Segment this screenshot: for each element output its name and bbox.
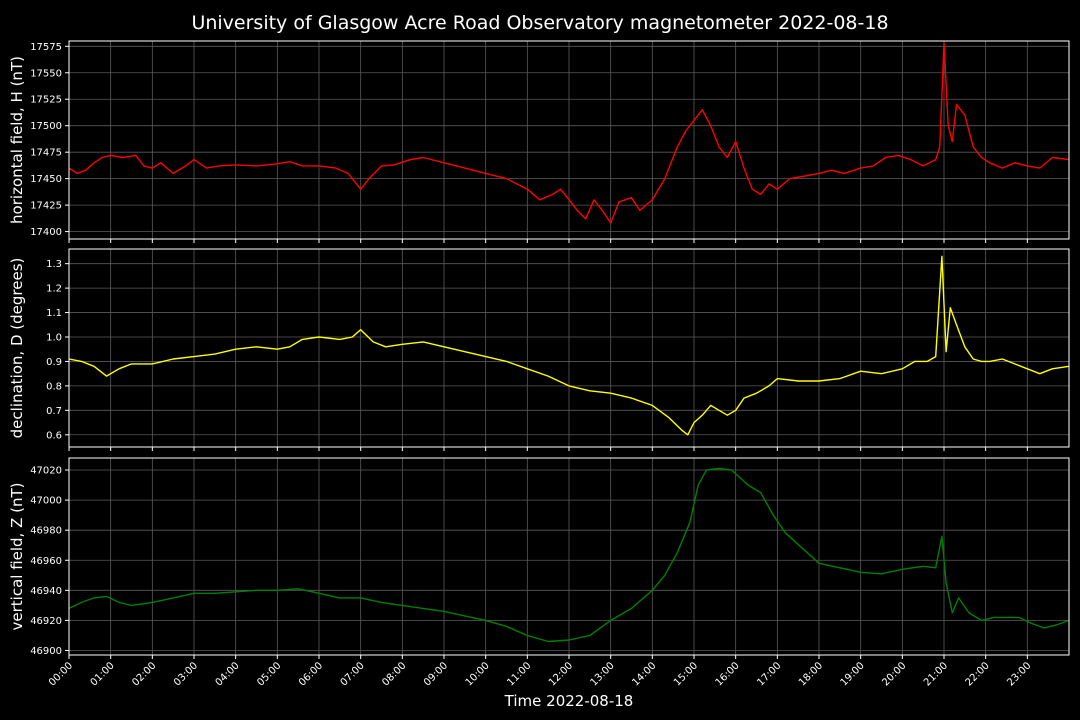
y-tick-label: 1.1 bbox=[46, 308, 62, 319]
y-axis-label: declination, D (degrees) bbox=[8, 258, 26, 439]
panel-2: 0.6 0.7 0.8 0.9 1.0 1.1 1.2 1.3 declination, D (… bbox=[8, 248, 1070, 451]
y-tick-label: 17500 bbox=[30, 121, 62, 132]
series-line bbox=[68, 467, 1070, 643]
y-tick-label: 17575 bbox=[30, 42, 62, 53]
y-tick-label: 17425 bbox=[30, 201, 62, 212]
y-tick-label: 46920 bbox=[30, 616, 62, 627]
y-tick-label: 46940 bbox=[30, 586, 62, 597]
y-tick-label: 0.6 bbox=[46, 430, 62, 441]
x-tick-label: 09:00 bbox=[422, 660, 450, 688]
panel-3: 46900 46920 46940 46960 46980 47000 47020 verti… bbox=[8, 457, 1070, 659]
x-tick-label: 02:00 bbox=[130, 660, 158, 688]
y-tick-label: 0.7 bbox=[46, 406, 62, 417]
x-tick-label: 01:00 bbox=[89, 660, 117, 688]
series-line bbox=[68, 42, 1070, 224]
y-tick-label: 47020 bbox=[30, 466, 62, 477]
y-tick-label: 46980 bbox=[30, 526, 62, 537]
x-tick-label: 23:00 bbox=[1005, 660, 1033, 688]
x-tick-label: 16:00 bbox=[714, 660, 742, 688]
y-tick-label: 17525 bbox=[30, 95, 62, 106]
x-tick-label: 07:00 bbox=[339, 660, 367, 688]
x-tick-label: 10:00 bbox=[464, 660, 492, 688]
panel-frame bbox=[68, 40, 1070, 240]
x-tick-label: 20:00 bbox=[880, 660, 908, 688]
y-tick-label: 0.8 bbox=[46, 381, 62, 392]
panel-frame bbox=[68, 248, 1070, 448]
x-axis-label: Time 2022-08-18 bbox=[504, 692, 634, 710]
y-tick-label: 17550 bbox=[30, 68, 62, 79]
y-tick-label: 0.9 bbox=[46, 357, 62, 368]
series-line bbox=[68, 255, 1070, 436]
chart-title: University of Glasgow Acre Road Observat… bbox=[191, 12, 888, 34]
x-tick-label: 17:00 bbox=[755, 660, 783, 688]
x-tick-label: 12:00 bbox=[547, 660, 575, 688]
x-tick-label: 22:00 bbox=[964, 660, 992, 688]
x-tick-label: 00:00 bbox=[47, 660, 75, 688]
y-tick-label: 17475 bbox=[30, 148, 62, 159]
x-tick-label: 14:00 bbox=[630, 660, 658, 688]
y-tick-label: 47000 bbox=[30, 496, 62, 507]
x-tick-label: 19:00 bbox=[839, 660, 867, 688]
y-tick-label: 17450 bbox=[30, 174, 62, 185]
x-tick-label: 13:00 bbox=[589, 660, 617, 688]
x-tick-label: 11:00 bbox=[505, 660, 533, 688]
x-tick-label: 15:00 bbox=[672, 660, 700, 688]
x-tick-label: 03:00 bbox=[172, 660, 200, 688]
y-tick-label: 1.0 bbox=[46, 333, 62, 344]
x-tick-label: 06:00 bbox=[297, 660, 325, 688]
panel-frame bbox=[68, 457, 1070, 656]
x-tick-label: 04:00 bbox=[214, 660, 242, 688]
y-tick-label: 17400 bbox=[30, 227, 62, 238]
y-tick-label: 1.2 bbox=[46, 284, 62, 295]
y-tick-label: 1.3 bbox=[46, 259, 62, 270]
y-tick-label: 46960 bbox=[30, 556, 62, 567]
x-tick-label: 21:00 bbox=[922, 660, 950, 688]
y-tick-label: 46900 bbox=[30, 646, 62, 657]
x-tick-label: 05:00 bbox=[255, 660, 283, 688]
y-axis-label: vertical field, Z (nT) bbox=[8, 482, 26, 630]
x-tick-label: 08:00 bbox=[380, 660, 408, 688]
y-axis-label: horizontal field, H (nT) bbox=[8, 56, 26, 224]
panel-1: 17400 17425 17450 17475 17500 17525 17550 17575… bbox=[8, 40, 1070, 243]
x-tick-label: 18:00 bbox=[797, 660, 825, 688]
